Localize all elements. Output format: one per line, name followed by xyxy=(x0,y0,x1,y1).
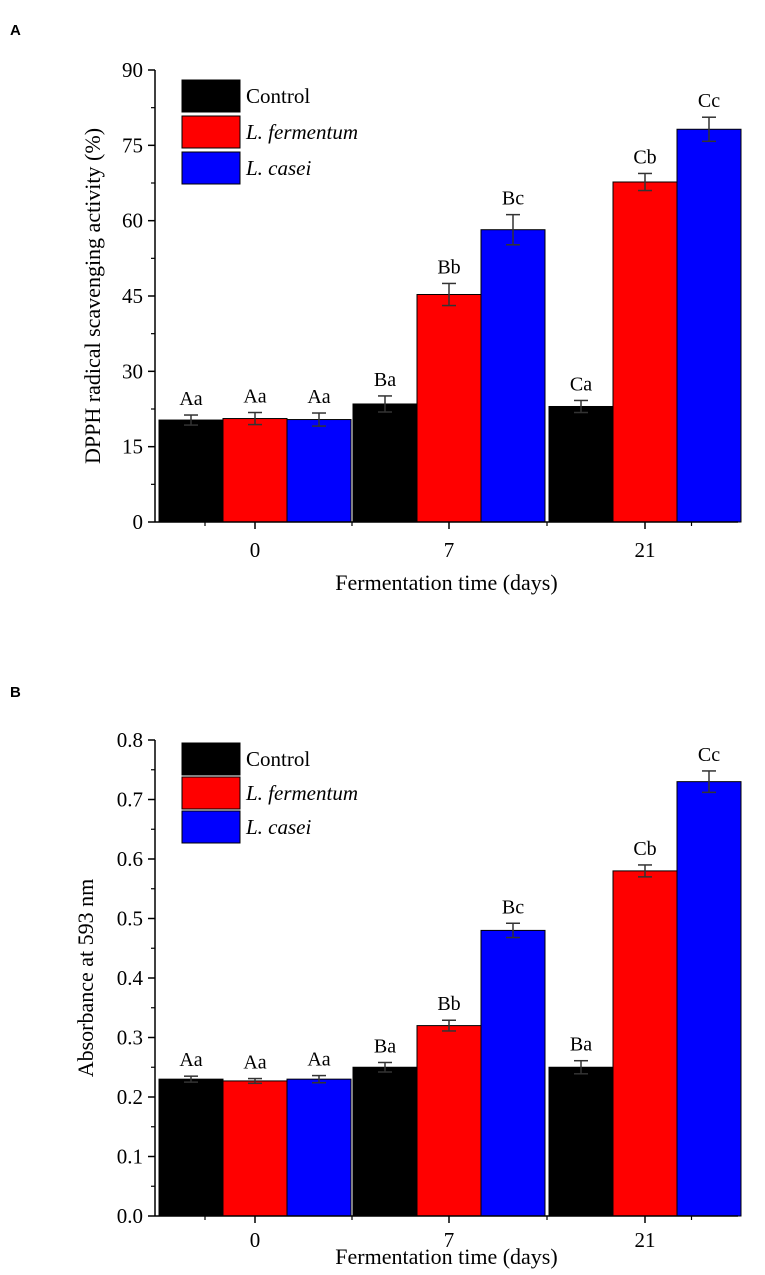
x-tick-label: 7 xyxy=(444,1228,455,1252)
panel-b-label: B xyxy=(10,684,21,701)
y-tick-label: 75 xyxy=(122,133,143,157)
bar xyxy=(352,1066,418,1217)
y-tick-label: 90 xyxy=(122,58,143,82)
y-tick-label: 0.0 xyxy=(117,1204,143,1228)
y-tick-label: 0.8 xyxy=(117,728,143,752)
data-label: Aa xyxy=(307,1049,330,1071)
y-tick-label: 0 xyxy=(133,510,144,534)
x-tick-label: 0 xyxy=(250,1228,261,1252)
y-tick-label: 0.5 xyxy=(117,907,143,931)
chart-a: Aa Ba Ca Aa Bb Cb Aa Bc Cc 0 15 30 45 60 75 90 0 7 21 Ferme… xyxy=(80,58,742,595)
y-axis-title: DPPH radical scavenging activity (%) xyxy=(80,128,105,464)
legend-swatch xyxy=(181,151,241,185)
legend-swatch xyxy=(181,79,241,113)
bar xyxy=(416,1025,482,1217)
bar xyxy=(548,405,614,523)
panel-b: B Aa Ba Ba Aa Bb Cb Aa Bc Cc 0.0 0.1 0.2 0.3 0.4 0.5 0.… xyxy=(0,630,765,1275)
panel-a-label: A xyxy=(10,22,21,39)
bar xyxy=(548,1066,614,1217)
x-axis-title: Fermentation time (days) xyxy=(335,1244,557,1269)
y-tick-label: 0.6 xyxy=(117,847,143,871)
y-tick-label: 0.4 xyxy=(117,966,144,990)
y-tick-label: 60 xyxy=(122,209,143,233)
y-tick-label: 0.3 xyxy=(117,1026,143,1050)
bar xyxy=(222,418,288,523)
data-label: Ba xyxy=(374,1035,396,1057)
legend-label: L. fermentum xyxy=(245,781,358,805)
bar xyxy=(612,181,678,523)
data-label: Aa xyxy=(307,386,330,408)
data-label: Cc xyxy=(698,744,720,766)
data-label: Aa xyxy=(179,388,202,410)
panel-a: A Aa Ba Ca Aa Bb Cb Aa Bc Cc 0 15 30 45 60 75 90 0 7 21 Fer… xyxy=(0,0,765,630)
y-tick-label: 45 xyxy=(122,284,143,308)
data-label: Bc xyxy=(502,188,524,210)
data-label: Ca xyxy=(570,373,592,395)
bar xyxy=(222,1080,288,1217)
bar xyxy=(480,929,546,1217)
data-label: Cb xyxy=(633,146,656,168)
x-tick-label: 21 xyxy=(635,538,656,562)
bar xyxy=(352,403,418,523)
data-label: Bc xyxy=(502,896,524,918)
legend-label: L. casei xyxy=(245,815,311,839)
x-tick-label: 21 xyxy=(635,1228,656,1252)
data-label: Bb xyxy=(437,993,460,1015)
data-label: Cb xyxy=(633,838,656,860)
x-tick-label: 0 xyxy=(250,538,261,562)
bar xyxy=(480,229,546,523)
bar xyxy=(286,419,352,523)
bar xyxy=(158,419,224,523)
chart-b: Aa Ba Ba Aa Bb Cb Aa Bc Cc 0.0 0.1 0.2 0.3 0.4 0.5 0.6 0… xyxy=(73,728,742,1269)
legend-swatch xyxy=(181,810,241,844)
data-label: Cc xyxy=(698,90,720,112)
y-axis-title: Absorbance at 593 nm xyxy=(73,879,98,1078)
y-tick-label: 15 xyxy=(122,435,143,459)
data-label: Ba xyxy=(570,1034,592,1056)
bar xyxy=(158,1078,224,1217)
legend-swatch xyxy=(181,776,241,810)
bar xyxy=(612,870,678,1217)
bar xyxy=(286,1078,352,1217)
bar xyxy=(416,293,482,523)
data-label: Aa xyxy=(243,1052,266,1074)
legend-swatch xyxy=(181,742,241,776)
x-tick-label: 7 xyxy=(444,538,455,562)
y-tick-label: 30 xyxy=(122,359,143,383)
x-axis-title: Fermentation time (days) xyxy=(335,570,557,595)
y-tick-label: 0.1 xyxy=(117,1145,143,1169)
legend-label: Control xyxy=(246,84,310,108)
bar xyxy=(676,128,742,523)
data-label: Bb xyxy=(437,256,460,278)
y-tick-label: 0.7 xyxy=(117,788,143,812)
bar xyxy=(676,781,742,1217)
data-label: Aa xyxy=(179,1049,202,1071)
legend-swatch xyxy=(181,115,241,149)
y-tick-label: 0.2 xyxy=(117,1085,143,1109)
data-label: Ba xyxy=(374,369,396,391)
legend-label: L. fermentum xyxy=(245,120,358,144)
data-label: Aa xyxy=(243,386,266,408)
legend-label: Control xyxy=(246,747,310,771)
legend-label: L. casei xyxy=(245,156,311,180)
